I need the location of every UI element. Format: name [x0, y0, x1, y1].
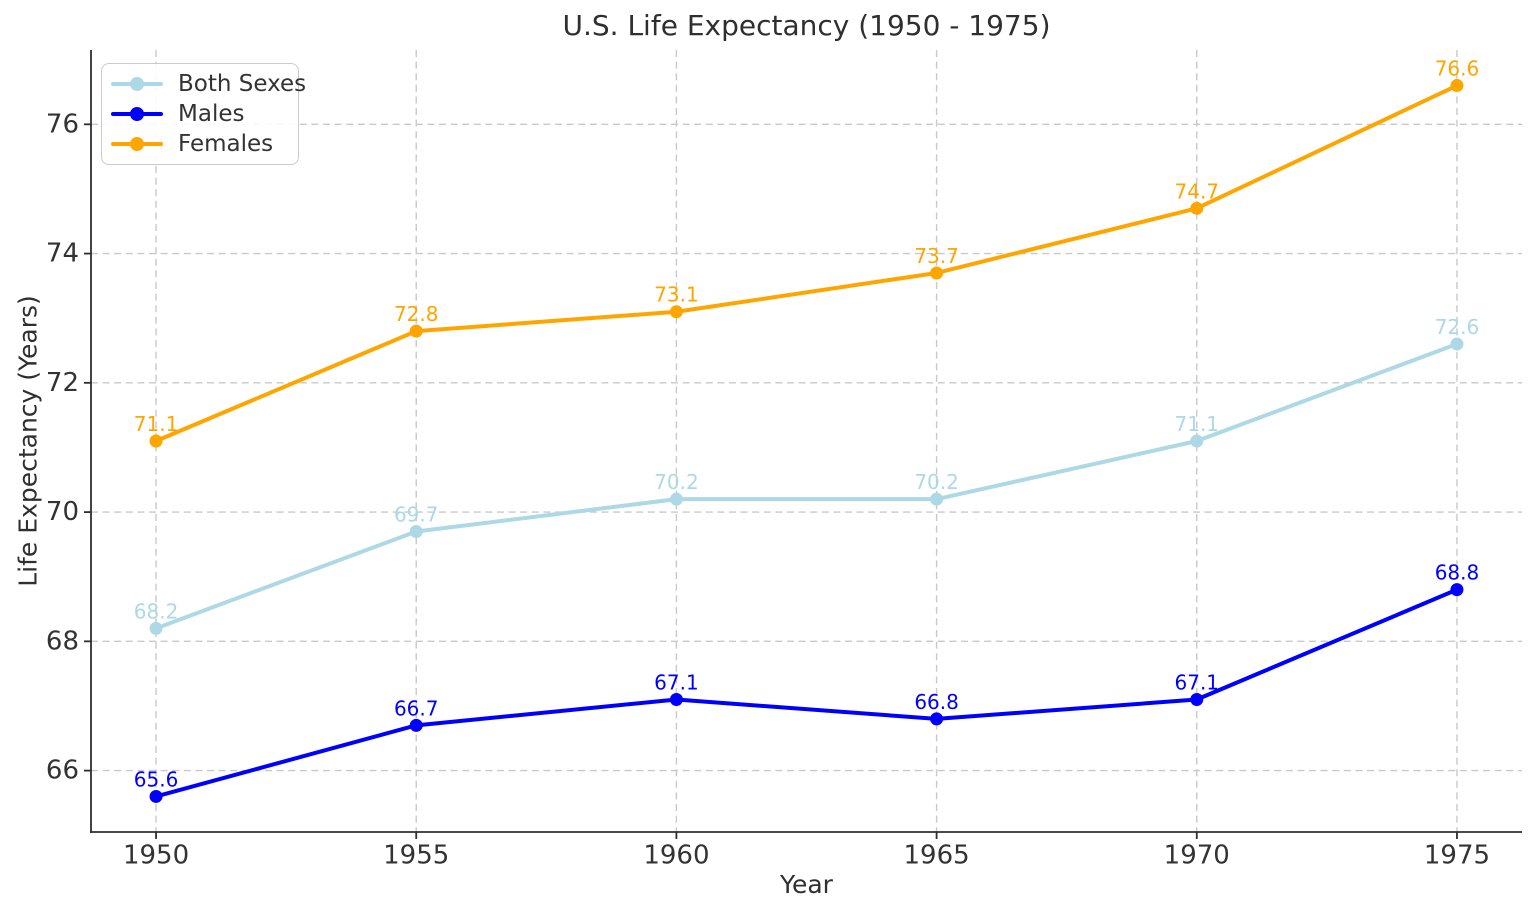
legend-label-females: Females [178, 131, 274, 157]
point-label-both-sexes-1970: 71.1 [1175, 412, 1220, 436]
chart-title: U.S. Life Expectancy (1950 - 1975) [562, 9, 1051, 42]
data-point-both-sexes-1950 [149, 621, 163, 635]
data-point-males-1955 [409, 718, 423, 732]
x-tick-label: 1970 [1164, 840, 1230, 870]
data-point-females-1975 [1450, 79, 1464, 93]
data-point-males-1965 [930, 712, 944, 726]
x-tick-label: 1950 [123, 840, 189, 870]
point-label-both-sexes-1950: 68.2 [134, 599, 179, 623]
data-point-females-1965 [930, 266, 944, 280]
data-point-both-sexes-1955 [409, 524, 423, 538]
legend-item-females: Females [102, 129, 298, 159]
series-males: 65.6 66.7 67.1 66.8 67.1 68.8 [134, 561, 1479, 803]
data-point-males-1970 [1190, 693, 1204, 707]
point-label-females-1950: 71.1 [134, 412, 179, 436]
series-females: 71.1 72.8 73.1 73.7 74.7 76.6 [134, 57, 1479, 448]
legend-line-sample-icon [111, 107, 163, 121]
data-point-both-sexes-1960 [669, 492, 683, 506]
series-line-females [154, 83, 1459, 443]
point-label-males-1975: 68.8 [1435, 561, 1480, 585]
data-point-males-1975 [1450, 583, 1464, 597]
series-line-both-sexes [154, 342, 1459, 631]
point-label-males-1970: 67.1 [1175, 671, 1220, 695]
x-tick-label: 1960 [643, 840, 709, 870]
gridlines [91, 50, 1522, 832]
legend-item-males: Males [102, 99, 298, 129]
point-label-females-1965: 73.7 [914, 244, 959, 268]
y-tick-label: 76 [46, 109, 79, 139]
x-tick-label: 1965 [904, 840, 970, 870]
point-label-males-1965: 66.8 [914, 690, 959, 714]
y-tick-label: 70 [46, 497, 79, 527]
data-point-females-1970 [1190, 201, 1204, 215]
point-label-both-sexes-1975: 72.6 [1435, 315, 1480, 339]
data-point-males-1960 [669, 693, 683, 707]
legend-label-males: Males [178, 101, 245, 127]
data-point-both-sexes-1965 [930, 492, 944, 506]
legend: Both Sexes Males Females [101, 63, 306, 165]
legend-line-sample-icon [111, 137, 163, 151]
point-label-both-sexes-1965: 70.2 [914, 470, 959, 494]
x-tick-label: 1975 [1424, 840, 1490, 870]
series-line-males [154, 587, 1459, 799]
y-tick-label: 74 [46, 239, 79, 269]
x-tick-label: 1955 [383, 840, 449, 870]
y-tick-label: 68 [46, 626, 79, 656]
point-label-both-sexes-1955: 69.7 [394, 502, 439, 526]
point-label-females-1960: 73.1 [654, 283, 699, 307]
data-point-males-1950 [149, 789, 163, 803]
y-tick-label: 66 [46, 756, 79, 786]
point-label-both-sexes-1960: 70.2 [654, 470, 699, 494]
y-axis-label: Life Expectancy (Years) [13, 295, 43, 587]
data-point-both-sexes-1970 [1190, 434, 1204, 448]
data-point-females-1955 [409, 324, 423, 338]
legend-item-both-sexes: Both Sexes [102, 69, 306, 99]
data-point-females-1950 [149, 434, 163, 448]
data-point-both-sexes-1975 [1450, 337, 1464, 351]
point-label-males-1955: 66.7 [394, 696, 439, 720]
series-both-sexes: 68.2 69.7 70.2 70.2 71.1 72.6 [134, 315, 1479, 635]
point-label-males-1960: 67.1 [654, 671, 699, 695]
legend-label-both-sexes: Both Sexes [178, 71, 307, 97]
y-tick-label: 72 [46, 368, 79, 398]
data-point-females-1960 [669, 305, 683, 319]
x-axis-label: Year [780, 870, 833, 899]
point-label-males-1950: 65.6 [134, 767, 179, 791]
point-label-females-1955: 72.8 [394, 302, 439, 326]
legend-line-sample-icon [111, 77, 163, 91]
point-label-females-1970: 74.7 [1175, 179, 1220, 203]
point-label-females-1975: 76.6 [1435, 57, 1480, 81]
